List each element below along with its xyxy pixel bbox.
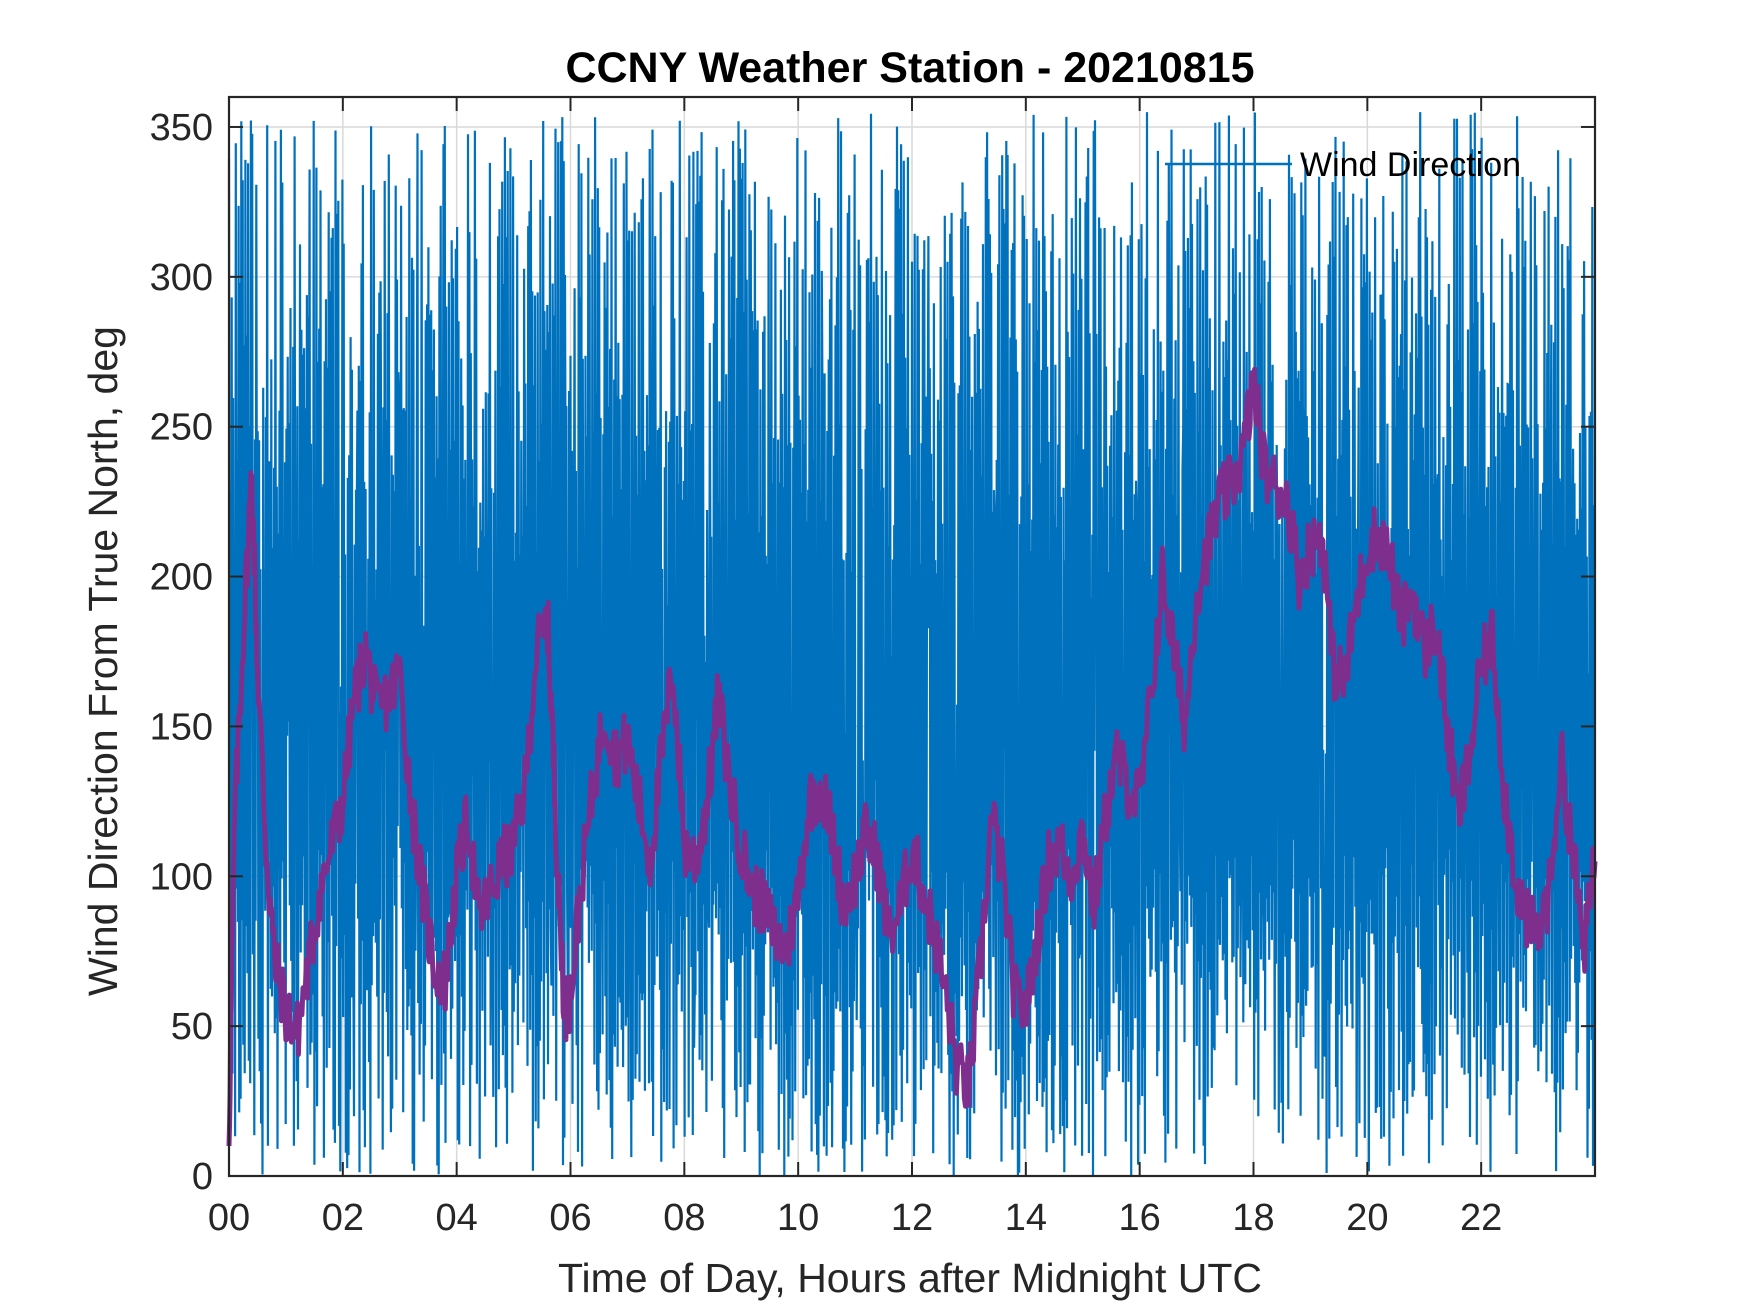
x-axis-label: Time of Day, Hours after Midnight UTC (558, 1255, 1262, 1301)
x-tick-label-18: 18 (1232, 1197, 1274, 1239)
x-axis-tick-labels: 00 02 04 06 08 10 12 14 16 18 20 22 (208, 1197, 1502, 1239)
x-tick-label-02: 02 (322, 1197, 364, 1239)
y-tick-label-200: 200 (150, 557, 213, 599)
y-tick-label-100: 100 (150, 856, 213, 898)
x-tick-label-14: 14 (1005, 1197, 1047, 1239)
series-wind-direction-smoothed (226, 366, 1598, 1147)
y-tick-label-300: 300 (150, 257, 213, 299)
y-axis-label: Wind Direction From True North, deg (80, 326, 126, 996)
x-tick-label-20: 20 (1346, 1197, 1388, 1239)
x-tick-label-08: 08 (663, 1197, 705, 1239)
y-axis-tick-labels: 0 50 100 150 200 250 300 350 (150, 107, 213, 1198)
y-tick-label-0: 0 (192, 1156, 213, 1198)
y-tick-label-350: 350 (150, 107, 213, 149)
x-tick-label-06: 06 (549, 1197, 591, 1239)
axis-ticks (228, 97, 1595, 1177)
y-tick-label-250: 250 (150, 407, 213, 449)
x-tick-label-10: 10 (777, 1197, 819, 1239)
x-tick-label-04: 04 (436, 1197, 478, 1239)
x-tick-label-00: 00 (208, 1197, 250, 1239)
chart-title: CCNY Weather Station - 20210815 (565, 44, 1254, 92)
legend: Wind Direction (1165, 146, 1521, 184)
series-wind-direction (227, 112, 1596, 1177)
legend-label-wind-direction: Wind Direction (1300, 146, 1521, 184)
y-tick-label-50: 50 (171, 1006, 213, 1048)
x-tick-label-12: 12 (891, 1197, 933, 1239)
x-tick-label-22: 22 (1460, 1197, 1502, 1239)
x-tick-label-16: 16 (1119, 1197, 1161, 1239)
wind-direction-line (227, 112, 1596, 1177)
wind-direction-smoothed-line (226, 366, 1598, 1147)
y-tick-label-150: 150 (150, 706, 213, 748)
